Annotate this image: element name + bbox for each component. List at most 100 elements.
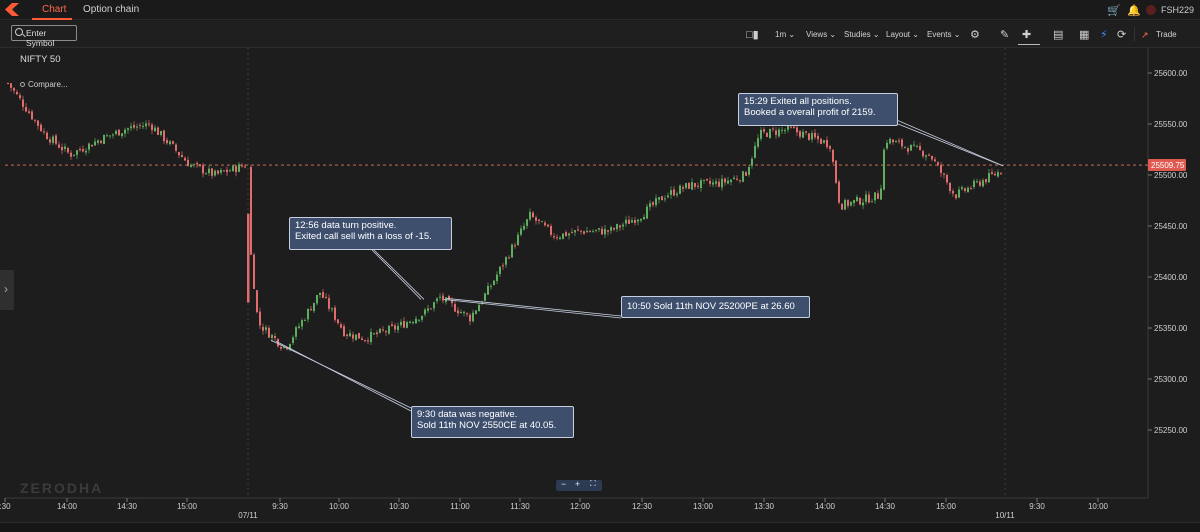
candle-body (523, 225, 525, 230)
user-avatar[interactable] (1146, 5, 1156, 15)
annotation-exit[interactable]: 15:29 Exited all positions. Booked a ove… (738, 93, 898, 126)
candle-body (289, 343, 291, 350)
candle-body (763, 129, 765, 132)
comment-icon[interactable]: ▤ (1053, 29, 1064, 41)
candle-body (157, 127, 159, 135)
annotation-call-exit[interactable]: 12:56 data turn positive. Exited call se… (289, 217, 452, 250)
candle-body (829, 146, 831, 149)
trade-icon[interactable]: ↗ (1141, 30, 1149, 40)
symbol-search-input[interactable]: Enter Symbol (11, 25, 77, 48)
x-tick-label: 10:30 (389, 502, 410, 511)
candle-body (652, 202, 654, 205)
x-tick-label: 11:30 (510, 502, 530, 511)
gear-icon[interactable]: ⚙ (970, 29, 980, 41)
x-tick-label: 13:00 (693, 502, 714, 511)
search-icon (15, 28, 23, 36)
annotation-pointer-line (446, 298, 622, 317)
views-dropdown[interactable]: Views ⌄ (806, 30, 837, 39)
candle-body (817, 135, 819, 140)
candle-body (775, 130, 777, 135)
candle-body (640, 218, 642, 221)
candle-body (46, 132, 48, 140)
candle-body (364, 340, 366, 342)
crosshair-icon[interactable]: ✚ (1022, 29, 1032, 41)
candle-body (553, 236, 555, 238)
interval-dropdown[interactable]: 1m ⌄ (775, 30, 796, 39)
candle-body (82, 149, 84, 152)
candle-body (949, 182, 951, 192)
zoom-out-button[interactable]: − (561, 479, 567, 489)
candle-body (916, 146, 918, 148)
candle-body (979, 181, 981, 186)
candle-body (361, 338, 363, 340)
kite-logo-icon[interactable] (5, 3, 19, 16)
candle-body (376, 332, 378, 335)
candle-body (631, 220, 633, 223)
events-dropdown[interactable]: Events ⌄ (927, 30, 961, 39)
candle-body (604, 228, 606, 235)
candle-body (892, 139, 894, 143)
candle-body (535, 217, 537, 221)
user-id[interactable]: FSH229 (1161, 5, 1195, 15)
flash-icon[interactable]: ⚡ (1100, 29, 1108, 41)
candle-body (805, 131, 807, 133)
candle-body (169, 141, 171, 145)
candle-body (268, 327, 270, 338)
candle-body (88, 143, 90, 150)
candle-body (721, 178, 723, 188)
studies-dropdown[interactable]: Studies ⌄ (844, 30, 880, 39)
candle-body (349, 333, 351, 337)
candle-body (457, 310, 459, 314)
pencil-icon[interactable]: ✎ (1000, 29, 1010, 41)
candle-body (151, 124, 153, 131)
candlestick-chart[interactable]: 25250.00 25300.00 25350.00 25400.00 25450.00… (0, 48, 1200, 522)
candle-body (913, 144, 915, 146)
candle-body (862, 202, 864, 206)
x-tick-label: 15:00 (936, 502, 957, 511)
cart-icon[interactable]: 🛒 (1107, 5, 1121, 17)
candle-body (238, 164, 240, 172)
tab-chart[interactable]: Chart (42, 4, 67, 15)
candle-body (115, 130, 117, 135)
candle-body (694, 183, 696, 187)
compare-button[interactable]: Compare... (28, 80, 68, 89)
y-tick-label: 25300.00 (1154, 375, 1188, 384)
side-panel-toggle[interactable]: › (0, 270, 14, 310)
candle-body (724, 178, 726, 183)
candle-body (529, 211, 531, 220)
tab-option-chain[interactable]: Option chain (83, 4, 140, 15)
annotation-call-exit-text: 12:56 data turn positive. Exited call se… (295, 220, 432, 242)
fit-screen-button[interactable]: ⛶ (590, 479, 596, 488)
candle-body (634, 220, 636, 223)
candle-body (439, 296, 441, 298)
candle-body (889, 138, 891, 144)
candle-body (709, 181, 711, 184)
bell-icon[interactable]: 🔔 (1127, 5, 1141, 17)
layout-dropdown[interactable]: Layout ⌄ (886, 30, 919, 39)
candle-body (145, 123, 147, 127)
bottom-status-strip (0, 522, 1200, 532)
refresh-icon[interactable]: ⟳ (1117, 29, 1127, 41)
candle-body (922, 151, 924, 157)
y-tick-label: 25400.00 (1154, 273, 1188, 282)
candlestick-icon[interactable]: □▮ (746, 29, 759, 41)
annotation-call-sell[interactable]: 9:30 data was negative. Sold 11th NOV 25… (411, 406, 574, 438)
zoom-in-button[interactable]: + (575, 479, 581, 489)
annotation-put-sell[interactable]: 10:50 Sold 11th NOV 25200PE at 26.60 (621, 296, 810, 318)
candle-body (793, 126, 795, 128)
candle-body (121, 133, 123, 137)
candle-body (766, 132, 768, 137)
x-tick-label: 14:30 (117, 502, 138, 511)
candle-body (94, 141, 96, 146)
candle-body (244, 166, 246, 168)
trade-button[interactable]: Trade (1156, 30, 1177, 39)
annotation-pointer-line (275, 340, 412, 412)
candle-body (493, 280, 495, 285)
table-icon[interactable]: ▦ (1079, 29, 1090, 41)
candle-body (484, 293, 486, 301)
candle-body (412, 322, 414, 324)
zoom-controls: − + ⛶ (556, 479, 602, 491)
candle-body (100, 140, 102, 143)
candle-body (196, 162, 198, 165)
candle-body (955, 194, 957, 199)
